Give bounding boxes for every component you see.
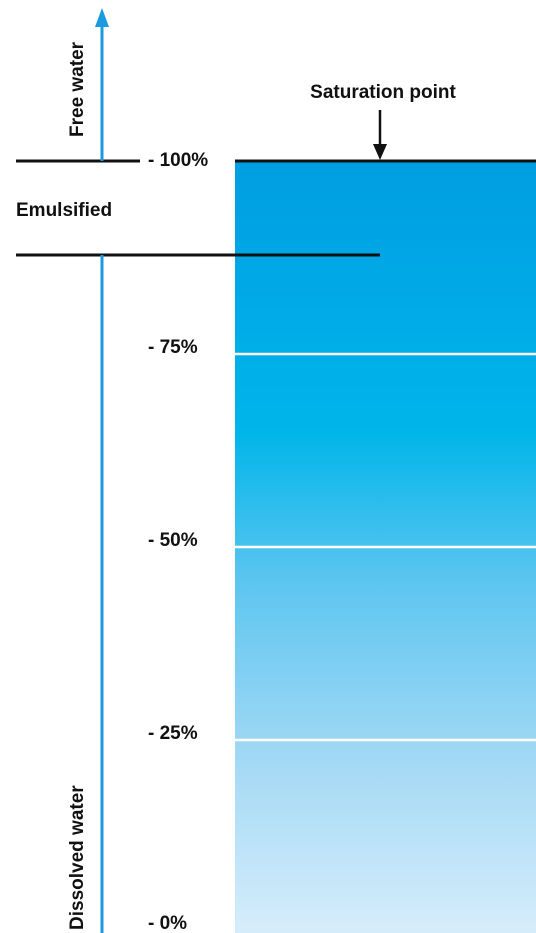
free-water-label: Free water	[67, 41, 88, 137]
tick-label-50: - 50%	[148, 530, 198, 551]
free-water-arrow-head-icon	[95, 8, 109, 27]
dissolved-water-label: Dissolved water	[67, 785, 88, 930]
tick-label-0: - 0%	[148, 913, 187, 933]
emulsified-label: Emulsified	[16, 200, 112, 221]
tick-label-75: - 75%	[148, 337, 198, 358]
tick-label-25: - 25%	[148, 723, 198, 744]
saturation-point-label: Saturation point	[310, 82, 456, 103]
tick-label-100: - 100%	[148, 150, 208, 171]
saturation-pointer-head-icon	[373, 144, 387, 160]
